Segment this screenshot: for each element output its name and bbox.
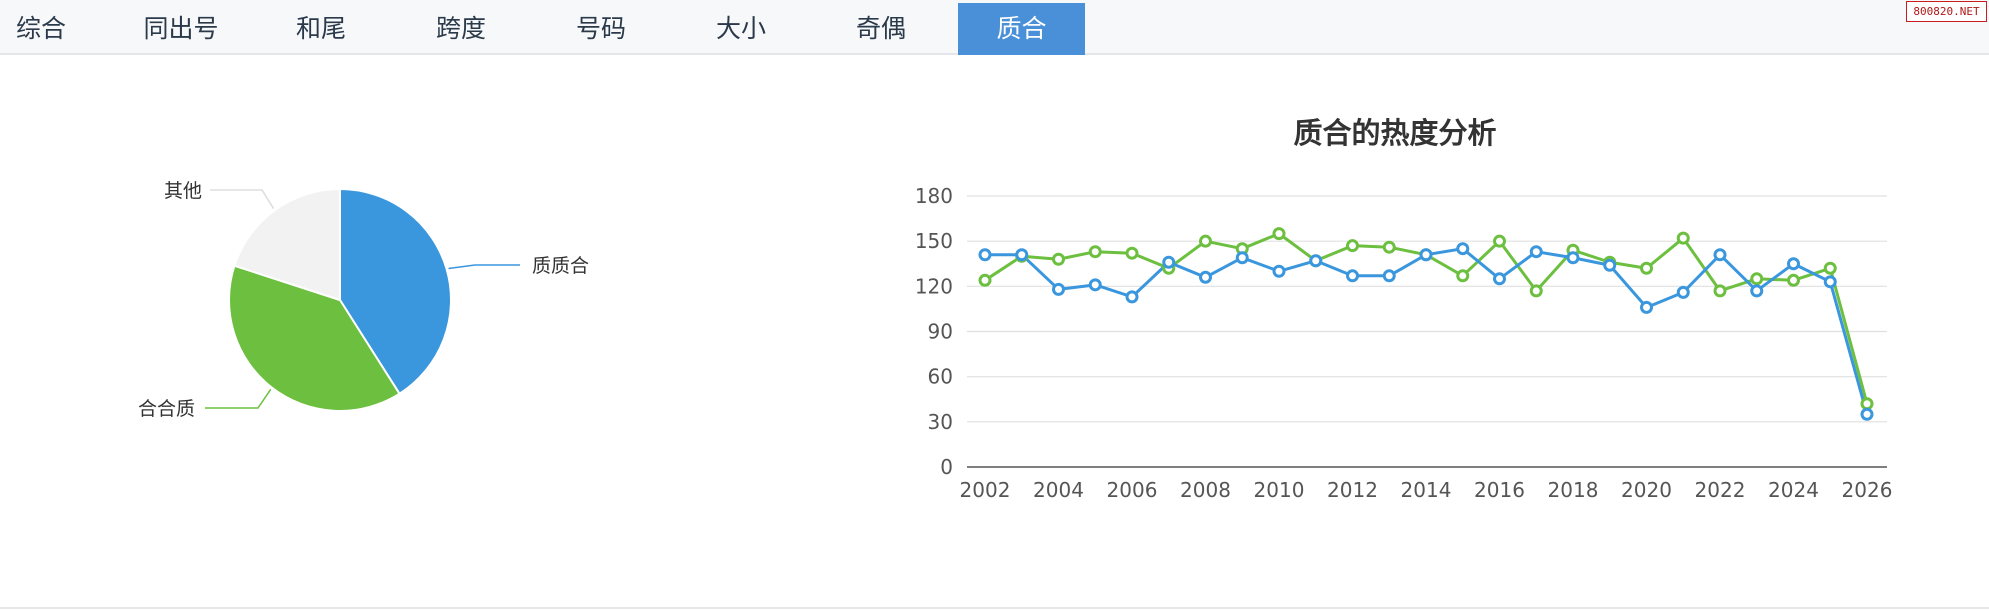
data-point[interactable] — [1272, 227, 1286, 241]
tab-bar: 综合 同出号 和尾 跨度 号码 大小 奇偶 质合 — [0, 0, 1989, 55]
data-point[interactable] — [1419, 248, 1433, 262]
site-watermark: 800820.NET — [1906, 1, 1987, 22]
x-tick-label: 2026 — [1842, 478, 1893, 502]
data-point[interactable] — [1125, 246, 1139, 260]
tab-haoma[interactable]: 号码 — [575, 14, 626, 43]
data-point[interactable] — [1713, 248, 1727, 262]
data-point[interactable] — [1860, 407, 1874, 421]
x-tick-label: 2008 — [1180, 478, 1231, 502]
y-tick-label: 150 — [915, 229, 953, 253]
data-point[interactable] — [1088, 278, 1102, 292]
data-point[interactable] — [1052, 282, 1065, 296]
x-tick-label: 2006 — [1107, 478, 1158, 502]
x-tick-label: 2024 — [1768, 478, 1819, 502]
data-point[interactable] — [1309, 254, 1323, 268]
data-point[interactable] — [1199, 234, 1212, 248]
tab-zhihe[interactable]: 质合 — [958, 3, 1085, 55]
x-tick-label: 2004 — [1033, 478, 1084, 502]
data-point[interactable] — [1566, 251, 1580, 265]
tab-tongchuhao[interactable]: 同出号 — [143, 14, 219, 43]
data-point[interactable] — [1750, 272, 1764, 286]
pie-slice[interactable] — [233, 187, 341, 302]
pie-label: 质质合 — [532, 255, 589, 277]
data-point[interactable] — [978, 273, 992, 287]
pie-label: 合合质 — [138, 398, 195, 420]
data-point[interactable] — [1860, 397, 1874, 411]
data-point[interactable] — [1456, 242, 1470, 256]
data-point[interactable] — [1640, 261, 1653, 275]
data-point[interactable] — [1676, 285, 1690, 299]
line-chart: 质合的热度分析 0 30 60 90 120 150 180 2002 2004 2006 2008… — [915, 116, 1893, 502]
tab-zonghe[interactable]: 综合 — [15, 14, 66, 43]
data-point[interactable] — [1823, 261, 1837, 275]
data-point[interactable] — [1162, 255, 1176, 269]
y-tick-label: 60 — [928, 365, 953, 389]
data-point[interactable] — [1456, 269, 1470, 283]
tab-kuadu[interactable]: 跨度 — [435, 14, 486, 43]
pie-slice[interactable] — [228, 264, 401, 412]
x-tick-label: 2022 — [1695, 478, 1746, 502]
data-point[interactable] — [1015, 248, 1029, 262]
data-point[interactable] — [1713, 284, 1727, 298]
data-point[interactable] — [1346, 269, 1359, 283]
data-point[interactable] — [1640, 300, 1653, 314]
chart-title: 质合的热度分析 — [1293, 116, 1496, 150]
data-point[interactable] — [1382, 240, 1396, 254]
tab-jiou[interactable]: 奇偶 — [855, 14, 906, 43]
tab-daxiao[interactable]: 大小 — [715, 14, 766, 43]
data-point[interactable] — [1676, 231, 1690, 245]
x-tick-label: 2016 — [1474, 478, 1525, 502]
x-tick-label: 2012 — [1327, 478, 1378, 502]
pie-leader-line — [210, 189, 275, 209]
data-point[interactable] — [1787, 273, 1800, 287]
data-point[interactable] — [1493, 272, 1506, 286]
data-point[interactable] — [978, 248, 992, 262]
y-tick-label: 120 — [915, 274, 953, 298]
data-point[interactable] — [1493, 234, 1506, 248]
data-point[interactable] — [1529, 284, 1543, 298]
x-tick-label: 2020 — [1621, 478, 1672, 502]
data-point[interactable] — [1529, 245, 1543, 259]
x-tick-label: 2014 — [1401, 478, 1452, 502]
tab-hewei[interactable]: 和尾 — [295, 14, 346, 43]
data-point[interactable] — [1235, 251, 1249, 265]
bottom-divider — [0, 607, 1989, 609]
data-point[interactable] — [1823, 275, 1837, 289]
pie-label: 其他 — [164, 180, 202, 202]
pie-leader-line — [205, 388, 272, 409]
data-point[interactable] — [1088, 245, 1102, 259]
x-tick-label: 2018 — [1548, 478, 1599, 502]
data-point[interactable] — [1603, 258, 1617, 272]
y-tick-label: 90 — [928, 320, 953, 344]
data-point[interactable] — [1052, 252, 1065, 266]
pie-leader-line — [448, 264, 520, 270]
data-point[interactable] — [1272, 264, 1286, 278]
data-point[interactable] — [1382, 269, 1396, 283]
data-point[interactable] — [1787, 257, 1800, 271]
data-point[interactable] — [1125, 290, 1139, 304]
x-tick-label: 2010 — [1254, 478, 1305, 502]
y-tick-label: 180 — [915, 184, 953, 208]
data-point[interactable] — [1199, 270, 1212, 284]
data-point[interactable] — [1346, 239, 1359, 253]
x-tick-label: 2002 — [960, 478, 1011, 502]
y-tick-label: 0 — [940, 455, 953, 479]
data-point[interactable] — [1750, 284, 1764, 298]
y-tick-label: 30 — [928, 410, 953, 434]
